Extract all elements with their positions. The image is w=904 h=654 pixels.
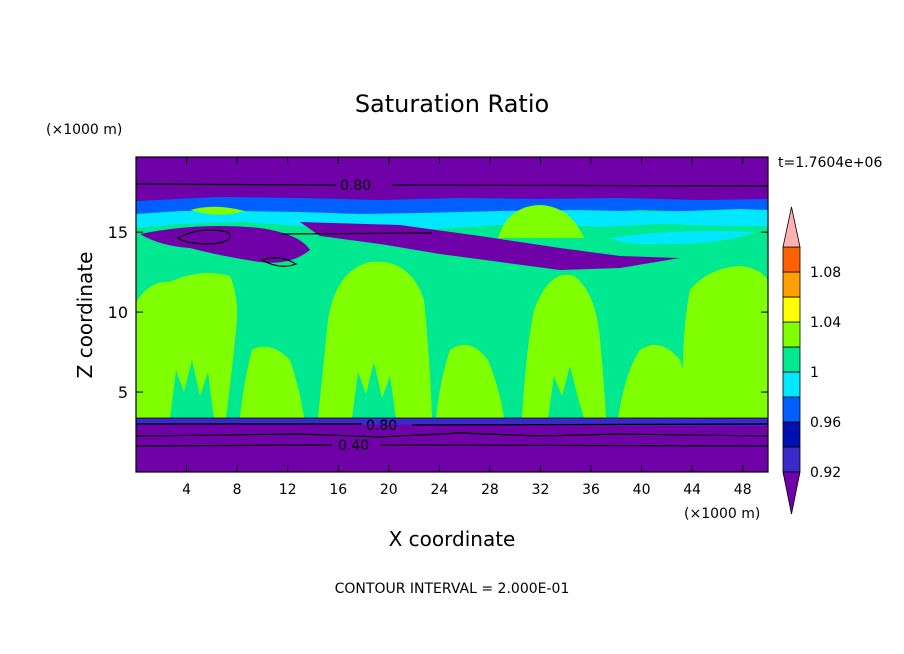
x-tick-label-8: 36 [582, 482, 600, 498]
x-tick-label-0: 4 [182, 482, 191, 498]
chart-title: Saturation Ratio [355, 90, 549, 118]
colorbar-swatch-6 [782, 296, 801, 323]
upper-cyan-band [136, 209, 768, 230]
colorbar-label-0: 0.92 [810, 465, 841, 481]
contour-line-upper [136, 183, 768, 187]
moist-patch-a [190, 206, 245, 215]
colorbar-label-2: 1 [810, 365, 819, 381]
moist-plume-1 [136, 273, 238, 418]
dry-filament [300, 222, 680, 270]
convective-streak-2 [352, 362, 396, 418]
contour-line-filament [281, 232, 433, 235]
moist-plume-2 [318, 261, 432, 418]
colorbar-label-3: 1.04 [810, 315, 841, 331]
y-axis: 5 10 15 [108, 223, 768, 402]
colorbar-bottom-arrow [782, 471, 801, 515]
contour-label-3: 0.40 [338, 438, 369, 454]
moist-plume-7 [682, 266, 768, 418]
x-tick-label-6: 28 [481, 482, 499, 498]
colorbar-swatch-0 [782, 446, 801, 473]
colorbar-swatch-7 [782, 271, 801, 298]
x-unit-label: (×1000 m) [684, 506, 760, 522]
y-axis-label: Z coordinate [73, 252, 97, 379]
colorbar-swatch-8 [782, 246, 801, 273]
plot-frame [135, 156, 769, 473]
y-tick-label-2: 15 [108, 223, 128, 242]
x-tick-label-10: 44 [683, 482, 701, 498]
y-unit-label: (×1000 m) [46, 122, 122, 138]
y-tick-label-0: 5 [118, 383, 128, 402]
x-tick-label-11: 48 [734, 482, 752, 498]
colorbar: 0.92 0.96 1 1.04 1.08 [782, 206, 841, 515]
colorbar-swatch-1 [782, 421, 801, 448]
contour-closed-2 [260, 257, 298, 267]
time-label: t=1.7604e+06 [778, 155, 882, 171]
x-tick-label-5: 24 [430, 482, 448, 498]
contour-line-lower-1 [136, 423, 768, 426]
x-tick-label-7: 32 [532, 482, 550, 498]
moist-plume-4 [436, 344, 504, 418]
colorbar-label-1: 0.96 [810, 415, 841, 431]
moist-plume-5 [522, 274, 606, 418]
convective-streak-3 [548, 366, 584, 418]
colorbar-swatch-3 [782, 371, 801, 398]
x-tick-label-1: 8 [233, 482, 242, 498]
colorbar-label-4: 1.08 [810, 265, 841, 281]
x-tick-label-4: 20 [380, 482, 398, 498]
contour-label-1: 0.80 [340, 178, 371, 194]
moist-plume-3 [240, 346, 304, 418]
contour-line-lower-3 [136, 444, 768, 447]
colorbar-swatch-5 [782, 321, 801, 348]
y-tick-label-1: 10 [108, 303, 128, 322]
contour-label-2: 0.80 [366, 418, 397, 434]
colorbar-top-arrow [782, 206, 801, 248]
footer-text: CONTOUR INTERVAL = 2.000E-01 [335, 581, 570, 597]
contour-field [136, 157, 768, 472]
colorbar-swatch-4 [782, 346, 801, 373]
contour-closed-1 [176, 229, 231, 245]
moist-patch-b [498, 205, 584, 238]
contour-line-lower-2 [136, 432, 768, 438]
x-axis: 4 8 12 16 20 24 28 32 36 40 44 48 [182, 157, 752, 498]
upper-dry-layer [136, 157, 768, 201]
convective-streak-1 [170, 360, 214, 418]
x-axis-label: X coordinate [389, 527, 516, 551]
x-tick-label-2: 12 [279, 482, 297, 498]
x-tick-label-9: 40 [633, 482, 651, 498]
colorbar-swatch-2 [782, 396, 801, 423]
contour-lines [136, 183, 768, 447]
x-tick-label-3: 16 [329, 482, 347, 498]
cyan-lens-right [610, 230, 755, 245]
moist-plume-6 [618, 344, 690, 418]
